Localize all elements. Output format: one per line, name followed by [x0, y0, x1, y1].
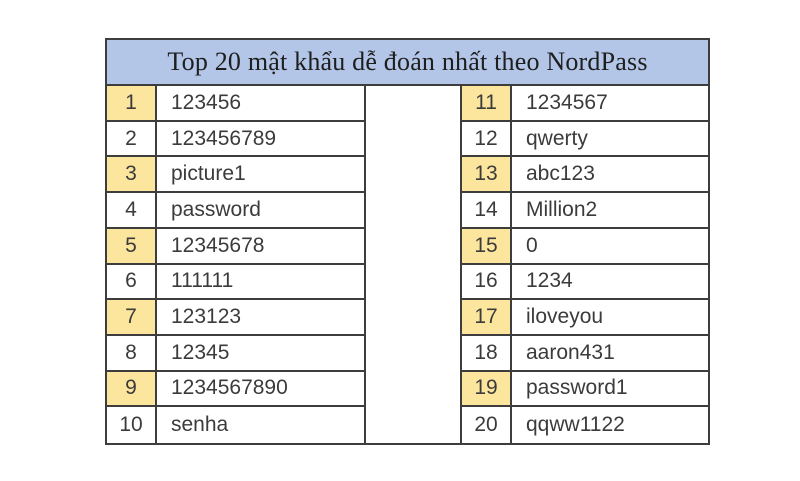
rank-cell: 15 — [462, 228, 512, 265]
rank-cell: 17 — [462, 300, 512, 336]
rank-cell: 12 — [462, 121, 512, 158]
rank-cell: 6 — [107, 264, 157, 301]
rank-cell: 2 — [107, 121, 157, 158]
password-cell: aaron431 — [512, 335, 708, 372]
rank-cell: 20 — [462, 407, 512, 443]
password-cell: Million2 — [512, 193, 708, 229]
password-cell: iloveyou — [512, 300, 708, 336]
rank-cell: 1 — [107, 86, 157, 122]
rank-cell: 11 — [462, 86, 512, 122]
password-cell: 1234 — [512, 264, 708, 301]
rank-cell: 5 — [107, 228, 157, 265]
rank-cell: 4 — [107, 193, 157, 229]
password-cell: 123456 — [157, 86, 366, 122]
rank-cell: 10 — [107, 407, 157, 443]
password-cell: picture1 — [157, 157, 366, 194]
table-title: Top 20 mật khẩu dễ đoán nhất theo NordPa… — [107, 40, 708, 86]
rank-cell: 3 — [107, 157, 157, 194]
rank-cell: 16 — [462, 264, 512, 301]
rank-cell: 13 — [462, 157, 512, 194]
password-cell: 1234567 — [512, 86, 708, 122]
rank-cell: 9 — [107, 371, 157, 408]
password-cell: senha — [157, 407, 366, 443]
rank-cell: 19 — [462, 371, 512, 408]
spacer-column — [366, 86, 462, 443]
password-cell: password1 — [512, 371, 708, 408]
password-cell: 0 — [512, 228, 708, 265]
password-cell: qwerty — [512, 121, 708, 158]
rank-cell: 18 — [462, 335, 512, 372]
rank-cell: 14 — [462, 193, 512, 229]
password-cell: qqww1122 — [512, 407, 708, 443]
password-cell: 111111 — [157, 264, 366, 301]
password-cell: abc123 — [512, 157, 708, 194]
password-cell: 12345678 — [157, 228, 366, 265]
password-cell: 1234567890 — [157, 371, 366, 408]
password-cell: 123456789 — [157, 121, 366, 158]
rank-cell: 7 — [107, 300, 157, 336]
table-body: 1 123456 11 1234567 2 123456789 12 qwert… — [107, 86, 708, 443]
password-table: Top 20 mật khẩu dễ đoán nhất theo NordPa… — [105, 38, 710, 445]
password-cell: 12345 — [157, 335, 366, 372]
password-cell: password — [157, 193, 366, 229]
password-cell: 123123 — [157, 300, 366, 336]
rank-cell: 8 — [107, 335, 157, 372]
